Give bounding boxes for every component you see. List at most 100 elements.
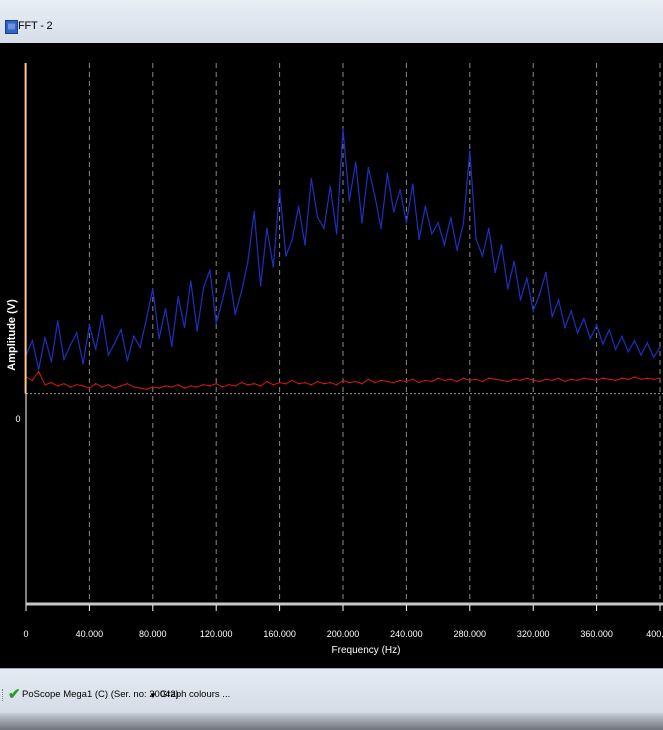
series-0-point <box>126 359 129 362</box>
series-1-point <box>190 385 192 387</box>
series-0-point <box>75 332 78 334</box>
series-1-point <box>354 380 357 383</box>
series-0-point <box>589 337 592 340</box>
fft-plot-area[interactable]: 0 40.000 80.000 120.000 160.000 200.000 240.00… <box>0 43 663 668</box>
series-1-point <box>37 370 40 373</box>
series-0-point <box>411 183 414 185</box>
series-1-point <box>399 379 401 382</box>
series-0-point <box>367 166 370 169</box>
series-0-point <box>595 324 598 327</box>
series-0-point <box>50 360 53 363</box>
series-0-point <box>652 356 655 359</box>
series-0-point <box>158 337 160 340</box>
series-0-point <box>329 185 332 188</box>
series-1-point <box>583 377 585 380</box>
series-0-point <box>462 222 465 224</box>
series-1-point <box>31 379 34 382</box>
series-0-point <box>266 227 268 230</box>
series-1-point <box>164 385 167 387</box>
series-0-point <box>228 271 230 274</box>
series-0-point <box>37 368 40 371</box>
x-tick-label: 80.000 <box>139 629 167 639</box>
series-1-point <box>640 378 642 381</box>
y-tick-zero: 0 <box>15 414 20 424</box>
series-0-point <box>551 315 553 318</box>
series-1-point <box>69 386 72 388</box>
series-0-point <box>215 322 217 324</box>
series-0-point <box>101 314 103 317</box>
series-1-point <box>75 384 78 386</box>
app-icon[interactable]: ▒▒ <box>5 20 18 34</box>
x-tick-label: 40.000 <box>76 629 104 639</box>
series-1-point <box>532 379 534 382</box>
series-1-point <box>431 380 433 383</box>
series-1-point <box>215 382 217 385</box>
series-1-point <box>411 378 414 381</box>
series-1-point <box>373 381 376 384</box>
series-0-point <box>507 288 509 290</box>
series-0-point <box>240 290 243 292</box>
series-0-point <box>564 326 566 329</box>
series-0-point <box>576 332 579 334</box>
x-tick-label: 160.000 <box>263 629 296 639</box>
series-0-point <box>633 339 636 342</box>
series-1-point <box>589 378 592 381</box>
series-0-point <box>500 244 503 246</box>
series-0-point <box>424 205 427 208</box>
series-1-point <box>456 380 458 383</box>
series-1-point <box>145 388 148 391</box>
series-0-point <box>380 227 382 230</box>
series-1-point <box>133 386 135 388</box>
series-0-point <box>602 343 604 345</box>
series-1-point <box>272 384 275 386</box>
series-0-point <box>247 260 249 263</box>
series-0-point <box>31 339 34 342</box>
series-0-point <box>69 344 72 346</box>
series-0-point <box>640 354 642 356</box>
series-1-point <box>259 385 262 387</box>
series-0-point <box>532 310 534 312</box>
series-0-point <box>545 271 547 274</box>
series-0-point <box>152 288 154 290</box>
series-0-point <box>456 249 458 252</box>
series-1-point <box>316 380 319 383</box>
x-tick-label: 360.000 <box>580 629 613 639</box>
series-0-point <box>583 317 585 320</box>
series-0-point <box>526 277 528 279</box>
series-0-point <box>621 335 623 338</box>
series-1-point <box>120 385 122 387</box>
series-1-point <box>475 378 477 381</box>
toolbar-grip[interactable] <box>2 689 5 701</box>
series-1-point <box>94 382 97 385</box>
series-1-point <box>228 384 230 386</box>
window-bottom-edge <box>0 713 663 730</box>
series-1-point <box>50 381 53 384</box>
fft-chart[interactable]: 0 40.000 80.000 120.000 160.000 200.000 240.00… <box>0 43 663 668</box>
series-0-point <box>209 269 211 271</box>
status-bar: ✔ PoScope Mega1 (C) (Ser. no: 20042) ▼ G… <box>0 668 663 714</box>
series-0-point <box>164 308 167 310</box>
series-1-point <box>82 385 84 387</box>
series-0-point <box>44 336 46 339</box>
series-1-point <box>342 379 344 382</box>
series-0-point <box>354 161 357 163</box>
device-status-label[interactable]: PoScope Mega1 (C) (Ser. no: 20042) <box>22 689 179 700</box>
series-0-point <box>361 222 363 224</box>
series-0-point <box>392 211 395 213</box>
graph-colours-button[interactable]: Graph colours ... <box>160 689 231 700</box>
series-0-point <box>488 227 490 230</box>
series-0-point <box>139 346 141 349</box>
series-0-point <box>570 310 572 312</box>
dropdown-arrow-icon[interactable]: ▼ <box>149 691 157 700</box>
series-1-point <box>335 384 338 386</box>
series-1-point <box>513 378 515 381</box>
series-0-point <box>272 266 275 268</box>
series-1-point <box>526 377 528 380</box>
series-1-point <box>595 379 598 382</box>
series-1-point <box>437 377 439 380</box>
x-tick-label: 400. <box>646 629 663 639</box>
series-1-point <box>450 378 452 381</box>
series-1-point <box>139 387 141 389</box>
series-0-point <box>253 211 255 213</box>
series-0-point <box>557 299 560 301</box>
